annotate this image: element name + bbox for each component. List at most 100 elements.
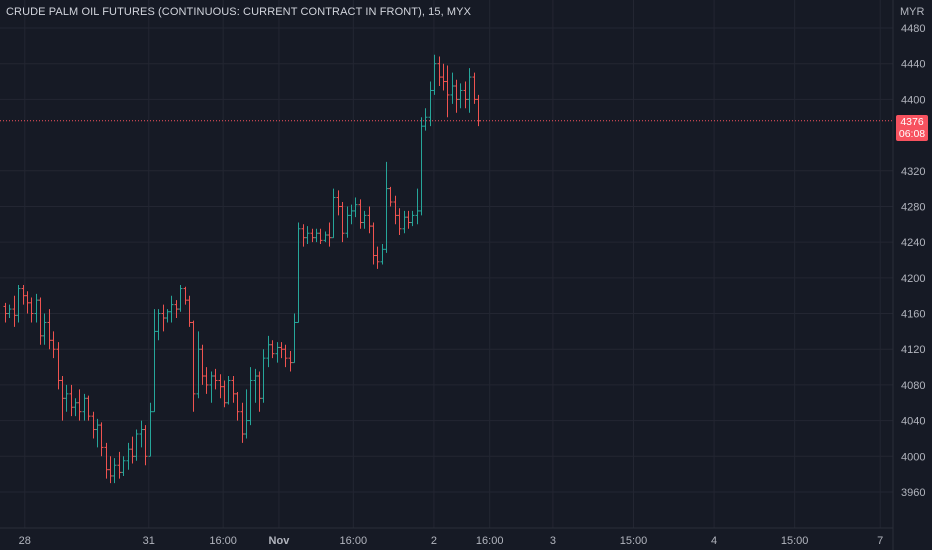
ohlc-bar[interactable] (73, 398, 78, 417)
ohlc-bar[interactable] (218, 374, 223, 399)
ohlc-bar[interactable] (301, 224, 306, 247)
ohlc-bar[interactable] (367, 206, 372, 234)
ohlc-bars[interactable] (3, 54, 481, 484)
ohlc-bar[interactable] (226, 376, 231, 405)
ohlc-bar[interactable] (375, 246, 380, 269)
ohlc-bar[interactable] (454, 79, 459, 113)
ohlc-bar[interactable] (104, 442, 109, 479)
ohlc-bar[interactable] (371, 222, 376, 265)
ohlc-bar[interactable] (406, 210, 411, 229)
ohlc-bar[interactable] (384, 161, 389, 253)
ohlc-bar[interactable] (200, 344, 205, 385)
ohlc-bar[interactable] (42, 313, 47, 345)
ohlc-bar[interactable] (423, 108, 428, 131)
ohlc-bar[interactable] (240, 402, 245, 443)
ohlc-bar[interactable] (323, 231, 328, 243)
ohlc-bar[interactable] (134, 429, 139, 461)
ohlc-bar[interactable] (143, 425, 148, 466)
ohlc-bar[interactable] (51, 331, 56, 359)
ohlc-bar[interactable] (463, 81, 468, 109)
ohlc-bar[interactable] (139, 420, 144, 448)
ohlc-bar[interactable] (64, 384, 69, 412)
ohlc-bar[interactable] (257, 371, 262, 412)
ohlc-bar[interactable] (388, 186, 393, 207)
ohlc-bar[interactable] (397, 208, 402, 236)
ohlc-bar[interactable] (432, 54, 437, 95)
ohlc-bar[interactable] (349, 204, 354, 225)
ohlc-bar[interactable] (244, 389, 249, 439)
ohlc-bar[interactable] (253, 368, 258, 403)
ohlc-bar[interactable] (165, 309, 170, 323)
ohlc-bar[interactable] (441, 63, 446, 91)
ohlc-bar[interactable] (161, 304, 166, 332)
ohlc-bar[interactable] (402, 210, 407, 234)
ohlc-bar[interactable] (345, 206, 350, 238)
ohlc-bar[interactable] (428, 81, 433, 127)
ohlc-bar[interactable] (266, 335, 271, 368)
ohlc-bar[interactable] (222, 380, 227, 408)
ohlc-bar[interactable] (336, 190, 341, 216)
ohlc-bar[interactable] (231, 376, 236, 403)
ohlc-bar[interactable] (235, 392, 240, 421)
ohlc-bar[interactable] (77, 389, 82, 421)
ohlc-bar[interactable] (296, 222, 301, 323)
ohlc-bar[interactable] (121, 456, 126, 476)
ohlc-bar[interactable] (275, 342, 280, 363)
ohlc-bar[interactable] (410, 210, 415, 227)
ohlc-bar[interactable] (380, 243, 385, 265)
ohlc-bar[interactable] (340, 202, 345, 243)
ohlc-bar[interactable] (7, 304, 12, 318)
ohlc-bar[interactable] (99, 422, 104, 457)
ohlc-bar[interactable] (82, 393, 87, 421)
ohlc-bar[interactable] (112, 458, 117, 484)
ohlc-bar[interactable] (29, 297, 34, 323)
ohlc-bar[interactable] (279, 342, 284, 359)
ohlc-bar[interactable] (458, 83, 463, 109)
ohlc-bar[interactable] (108, 456, 113, 484)
ohlc-bar[interactable] (283, 344, 288, 368)
ohlc-bar[interactable] (25, 291, 30, 314)
ohlc-bar[interactable] (86, 395, 91, 421)
ohlc-bar[interactable] (248, 367, 253, 426)
ohlc-bar[interactable] (305, 226, 310, 244)
ohlc-bar[interactable] (261, 349, 266, 403)
ohlc-bar[interactable] (310, 228, 315, 243)
ohlc-bar[interactable] (3, 302, 8, 323)
ohlc-bar[interactable] (187, 295, 192, 327)
ohlc-bar[interactable] (183, 286, 188, 305)
ohlc-bar[interactable] (12, 295, 17, 327)
ohlc-bar[interactable] (362, 210, 367, 229)
ohlc-bar[interactable] (327, 222, 332, 247)
ohlc-bar[interactable] (169, 295, 174, 323)
ohlc-bar[interactable] (69, 384, 74, 417)
ohlc-bar[interactable] (445, 65, 450, 118)
ohlc-bar[interactable] (152, 309, 157, 413)
ohlc-bar[interactable] (314, 228, 319, 243)
ohlc-bar[interactable] (393, 195, 398, 225)
ohlc-bar[interactable] (450, 72, 455, 104)
ohlc-bar[interactable] (21, 284, 26, 305)
ohlc-bar[interactable] (126, 442, 131, 470)
ohlc-bar[interactable] (318, 228, 323, 244)
ohlc-bar[interactable] (437, 56, 442, 86)
ohlc-bar[interactable] (91, 411, 96, 439)
ohlc-bar[interactable] (148, 402, 153, 457)
ohlc-bar[interactable] (331, 188, 336, 239)
ohlc-bar[interactable] (16, 284, 21, 323)
ohlc-bar[interactable] (419, 117, 424, 216)
ohlc-bar[interactable] (196, 331, 201, 399)
ohlc-bar[interactable] (38, 297, 43, 345)
ohlc-bar[interactable] (191, 320, 196, 412)
ohlc-bar[interactable] (358, 199, 363, 229)
ohlc-bar[interactable] (34, 293, 39, 323)
ohlc-bar[interactable] (56, 342, 61, 390)
ohlc-bar[interactable] (130, 436, 135, 464)
ohlc-bar[interactable] (174, 300, 179, 318)
ohlc-bar[interactable] (95, 418, 100, 448)
ohlc-bar[interactable] (472, 72, 477, 104)
ohlc-bar[interactable] (213, 368, 218, 390)
ohlc-bar[interactable] (353, 197, 358, 218)
ohlc-bar[interactable] (47, 309, 52, 350)
ohlc-bar[interactable] (415, 188, 420, 225)
